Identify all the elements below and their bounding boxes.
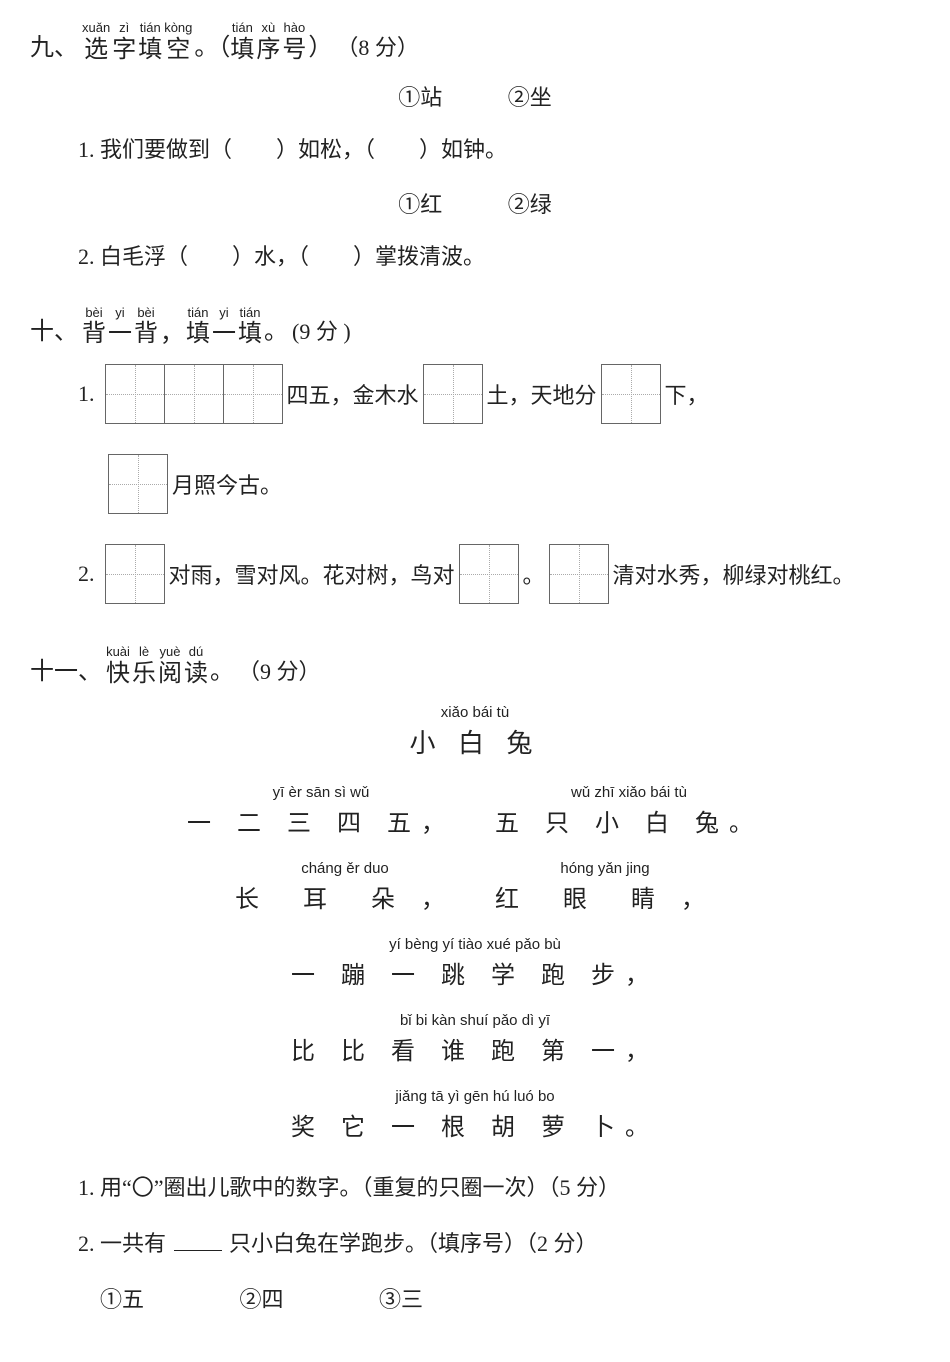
q2-before: 2. 一共有 — [78, 1231, 166, 1256]
section-9-header: 九、 xuǎn选 zì字 tián填 kòng空 。（ tián填 xù序 hà… — [30, 20, 920, 62]
section-10-q2-line: 2. 对雨，雪对风。花对树，鸟对 。 清对水秀，柳绿对桃红。 — [78, 544, 920, 604]
option-1a: ①站 — [398, 80, 442, 112]
section-11-points: （9 分） — [238, 654, 321, 686]
tianzige-box[interactable] — [108, 454, 168, 514]
q2-opt-a: ①五 — [100, 1282, 144, 1314]
section-9-q2: 2. 白毛浮（ ）水，（ ）掌拨清波。 — [78, 237, 920, 277]
poem-line-1: yī èr sān sì wǔ 一 二 三 四 五， wǔ zhī xiǎo b… — [30, 784, 920, 838]
q2-after: 只小白兔在学跑步。（填序号）（2 分） — [229, 1231, 598, 1256]
section-10: 十、 bèi背 yi一 bèi背 ， tián填 yi一 tián填 。 (9 … — [30, 305, 920, 605]
tianzige-box[interactable] — [105, 364, 165, 424]
tianzige-box[interactable] — [105, 544, 165, 604]
tianzige-box[interactable] — [601, 364, 661, 424]
poem-line-2: cháng ěr duo 长 耳 朵 ， hóng yǎn jing 红 眼 睛… — [30, 860, 920, 914]
q1-text-2: 土，天地分 — [487, 378, 597, 410]
section-9-number: 九、 — [30, 27, 78, 62]
tianzige-box[interactable] — [423, 364, 483, 424]
q1-number: 1. — [78, 381, 95, 407]
q2-opt-b: ②四 — [240, 1282, 284, 1314]
poem-title-hanzi: 小 白 兔 — [30, 723, 920, 760]
q1-text-3: 下， — [665, 378, 709, 410]
tianzige-group-3[interactable] — [105, 364, 283, 424]
poem-title: xiǎo bái tù 小 白 兔 — [30, 704, 920, 760]
q2-text-3: 清对水秀，柳绿对桃红。 — [613, 558, 855, 590]
section-9-q1: 1. 我们要做到（ ）如松，（ ）如钟。 — [78, 130, 920, 170]
q2-text-1: 对雨，雪对风。花对树，鸟对 — [169, 558, 455, 590]
option-2a: ①红 — [398, 187, 442, 219]
poem-line-3: yí bèng yí tiào xué pǎo bù 一 蹦 一 跳 学 跑 步… — [30, 936, 920, 990]
section-11-q2-options: ①五 ②四 ③三 — [100, 1282, 920, 1314]
section-10-header: 十、 bèi背 yi一 bèi背 ， tián填 yi一 tián填 。 (9 … — [30, 305, 920, 347]
section-9-options-1: ①站 ②坐 — [30, 80, 920, 112]
option-1b: ②坐 — [508, 80, 552, 112]
q1-text-1: 四五，金木水 — [287, 378, 419, 410]
tianzige-box[interactable] — [164, 364, 224, 424]
option-2b: ②绿 — [508, 187, 552, 219]
poem-title-pinyin: xiǎo bái tù — [30, 704, 920, 721]
section-9: 九、 xuǎn选 zì字 tián填 kòng空 。（ tián填 xù序 hà… — [30, 20, 920, 277]
section-9-options-2: ①红 ②绿 — [30, 187, 920, 219]
section-10-points: (9 分 ) — [292, 314, 351, 346]
tianzige-box[interactable] — [459, 544, 519, 604]
poem-line-5: jiǎng tā yì gēn hú luó bo 奖 它 一 根 胡 萝 卜。 — [30, 1088, 920, 1142]
q2-text-2: 。 — [523, 558, 545, 590]
q2-opt-c: ③三 — [379, 1282, 423, 1314]
tianzige-box[interactable] — [549, 544, 609, 604]
section-10-number: 十、 — [30, 311, 78, 346]
tianzige-box[interactable] — [223, 364, 283, 424]
section-11: 十一、 kuài快 lè乐 yuè阅 dú读 。 （9 分） xiǎo bái … — [30, 644, 920, 1314]
section-11-q2: 2. 一共有 只小白兔在学跑步。（填序号）（2 分） — [78, 1226, 920, 1258]
section-10-q1-line2: 月照今古。 — [108, 454, 920, 514]
section-9-points: （8 分） — [336, 30, 419, 62]
section-11-number: 十一、 — [30, 651, 102, 686]
section-11-header: 十一、 kuài快 lè乐 yuè阅 dú读 。 （9 分） — [30, 644, 920, 686]
q2-number: 2. — [78, 561, 95, 587]
fill-blank[interactable] — [174, 1227, 222, 1251]
q1-text-4: 月照今古。 — [172, 468, 282, 500]
section-10-q1-line1: 1. 四五，金木水 土，天地分 下， — [78, 364, 920, 424]
poem-line-4: bǐ bi kàn shuí pǎo dì yī 比 比 看 谁 跑 第 一， — [30, 1012, 920, 1066]
section-11-q1: 1. 用“〇”圈出儿歌中的数字。（重复的只圈一次）（5 分） — [78, 1170, 920, 1202]
